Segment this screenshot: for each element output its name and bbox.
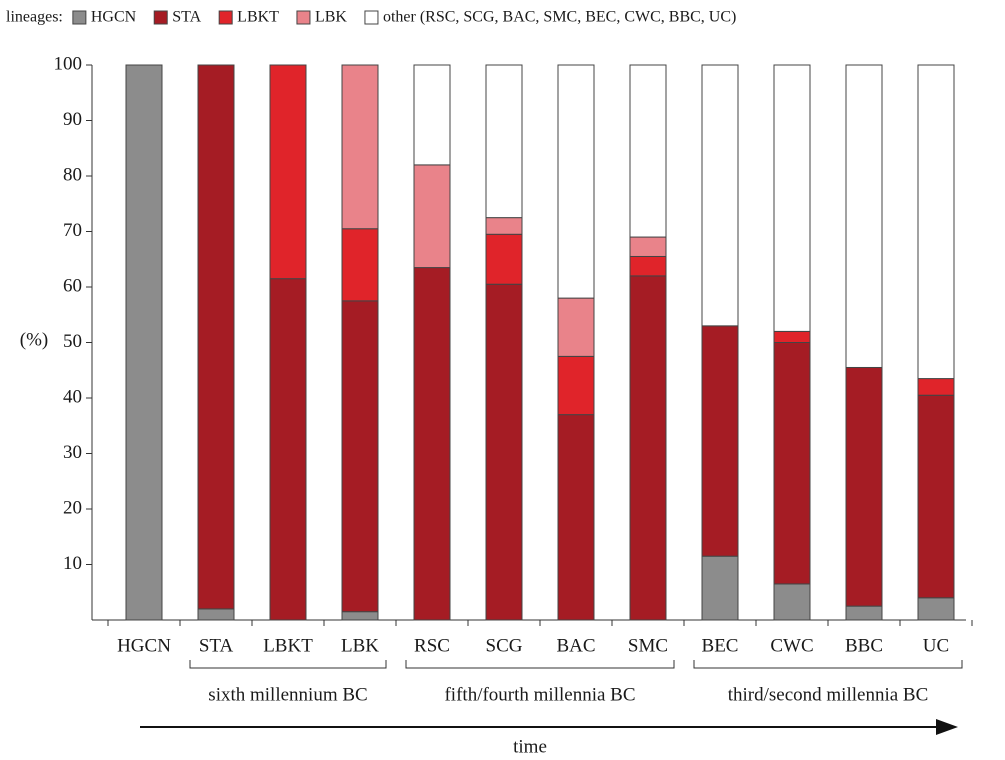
y-tick-label: 80 (63, 164, 82, 185)
bar-segment (413, 267, 451, 621)
legend-swatch (72, 10, 87, 25)
x-tick-label: LBKT (263, 635, 313, 656)
group-label: sixth millennium BC (208, 684, 367, 705)
y-tick-label: 100 (54, 53, 83, 74)
bar-segment (485, 233, 523, 285)
x-axis-label: time (513, 736, 547, 757)
y-tick-label: 10 (63, 553, 82, 574)
legend-label: LBK (315, 9, 347, 26)
x-tick-label: BAC (556, 635, 595, 656)
x-tick-label: SMC (628, 635, 668, 656)
bar-segment (701, 64, 739, 327)
bar-segment (773, 342, 811, 585)
group-label: fifth/fourth millennia BC (444, 684, 635, 705)
bar-segment (557, 297, 595, 357)
legend: lineages: HGCN STA LBKT LBK other (RSC, SCG,… (6, 9, 736, 26)
y-tick-label: 90 (63, 109, 82, 130)
bar-segment (341, 228, 379, 302)
x-tick-label: HGCN (117, 635, 171, 656)
bar-segment (269, 278, 307, 621)
y-axis-label: (%) (20, 329, 48, 350)
bar-segment (845, 366, 883, 607)
y-tick-label: 60 (63, 275, 82, 296)
x-tick-label: SCG (486, 635, 523, 656)
bar-segment (917, 597, 955, 621)
bar-segment (917, 378, 955, 396)
y-tick-label: 40 (63, 386, 82, 407)
bar-segment (269, 64, 307, 280)
bar-segment (773, 583, 811, 621)
bar-segment (701, 555, 739, 621)
bar-segment (557, 355, 595, 416)
legend-label: LBKT (237, 9, 279, 26)
bar-segment (485, 217, 523, 235)
bar-segment (557, 64, 595, 299)
y-tick-label: 30 (63, 442, 82, 463)
x-tick-label: BBC (845, 635, 883, 656)
y-tick-label: 20 (63, 497, 82, 518)
bar-segment (701, 325, 739, 557)
legend-label: other (RSC, SCG, BAC, SMC, BEC, CWC, BBC… (383, 9, 736, 26)
x-tick-label: LBK (341, 635, 379, 656)
y-tick-label: 70 (63, 220, 82, 241)
bar-segment (341, 64, 379, 230)
y-tick-label: 50 (63, 331, 82, 352)
bar-segment (629, 64, 667, 238)
group-label: third/second millennia BC (728, 684, 929, 705)
legend-title: lineages: (6, 9, 63, 26)
group-bracket (693, 660, 963, 669)
bar-segment (197, 64, 235, 610)
x-tick-label: RSC (414, 635, 450, 656)
time-arrow-head (936, 719, 958, 735)
bar-segment (629, 255, 667, 277)
legend-label: STA (172, 9, 201, 26)
group-bracket (405, 660, 675, 669)
bar-segment (917, 394, 955, 599)
bar-segment (485, 283, 523, 621)
group-bracket (189, 660, 387, 669)
bar-segment (773, 330, 811, 343)
bar-segment (413, 64, 451, 166)
bar-segment (845, 64, 883, 368)
x-tick-label: STA (199, 635, 234, 656)
legend-swatch (218, 10, 233, 25)
bar-segment (125, 64, 163, 621)
bar-segment (557, 414, 595, 621)
bar-segment (197, 608, 235, 621)
bar-segment (629, 236, 667, 257)
legend-label: HGCN (91, 9, 137, 26)
x-tick-label: UC (923, 635, 949, 656)
legend-swatch (364, 10, 379, 25)
bar-segment (917, 64, 955, 380)
bar-segment (341, 300, 379, 613)
bar-segment (629, 275, 667, 621)
x-tick-label: BEC (702, 635, 739, 656)
bar-segment (773, 64, 811, 332)
bar-segment (341, 611, 379, 621)
x-tick-label: CWC (770, 635, 813, 656)
bar-segment (845, 605, 883, 621)
bar-segment (413, 164, 451, 269)
bar-segment (485, 64, 523, 219)
legend-swatch (296, 10, 311, 25)
legend-swatch (153, 10, 168, 25)
